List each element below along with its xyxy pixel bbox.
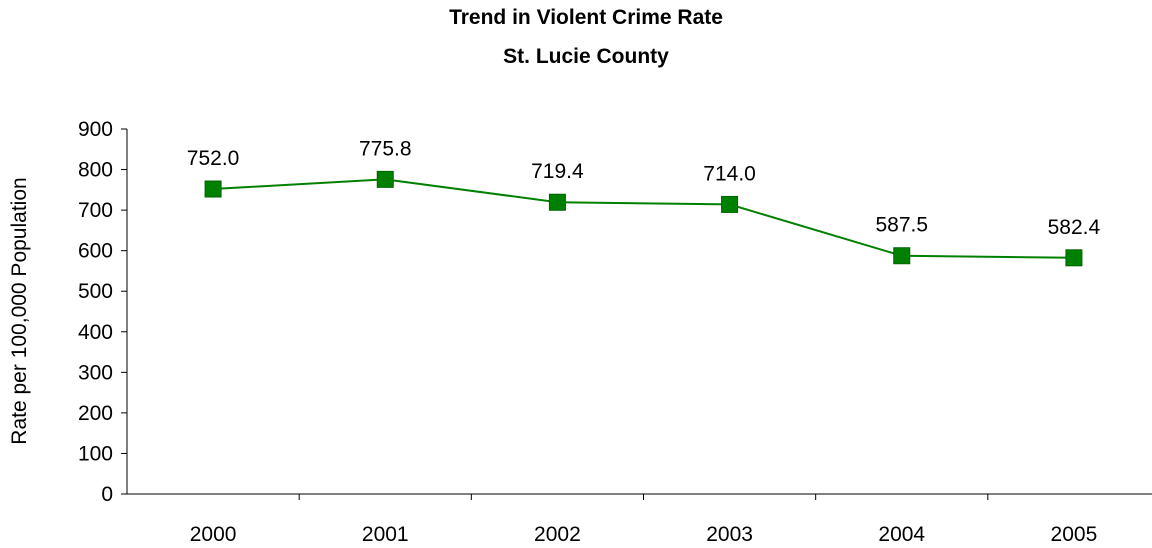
y-tick-label: 900 — [78, 118, 113, 141]
chart-subtitle: St. Lucie County — [503, 45, 669, 68]
data-label: 775.8 — [359, 137, 412, 160]
data-label: 587.5 — [875, 214, 928, 237]
data-label: 714.0 — [703, 162, 756, 185]
y-axis-label: Rate per 100,000 Population — [8, 177, 31, 444]
x-tick-label: 2002 — [534, 523, 581, 546]
data-label: 719.4 — [531, 160, 584, 183]
data-point — [1065, 249, 1083, 267]
y-tick-label: 400 — [78, 321, 113, 344]
x-tick-label: 2004 — [878, 523, 925, 546]
y-tick-label: 100 — [78, 442, 113, 465]
data-point — [893, 247, 911, 265]
x-tick-label: 2000 — [190, 523, 237, 546]
data-point — [548, 193, 566, 211]
x-tick-label: 2003 — [706, 523, 753, 546]
x-tick-label: 2005 — [1051, 523, 1098, 546]
chart-title: Trend in Violent Crime Rate — [449, 6, 723, 29]
y-tick-label: 500 — [78, 280, 113, 303]
y-tick-label: 600 — [78, 240, 113, 263]
data-point — [376, 170, 394, 188]
series-line — [213, 178, 1074, 259]
data-point — [721, 195, 739, 213]
y-tick-label: 0 — [101, 483, 113, 506]
data-label: 582.4 — [1048, 216, 1101, 239]
y-tick-label: 200 — [78, 402, 113, 425]
data-label: 752.0 — [187, 147, 240, 170]
y-tick-label: 800 — [78, 159, 113, 182]
data-point — [204, 180, 222, 198]
y-tick-label: 700 — [78, 199, 113, 222]
plot-area: 0 100 200 300 400 500 600 700 800 900 2000 2001 2002… — [78, 118, 1152, 546]
y-tick-label: 300 — [78, 361, 113, 384]
x-tick-label: 2001 — [362, 523, 409, 546]
